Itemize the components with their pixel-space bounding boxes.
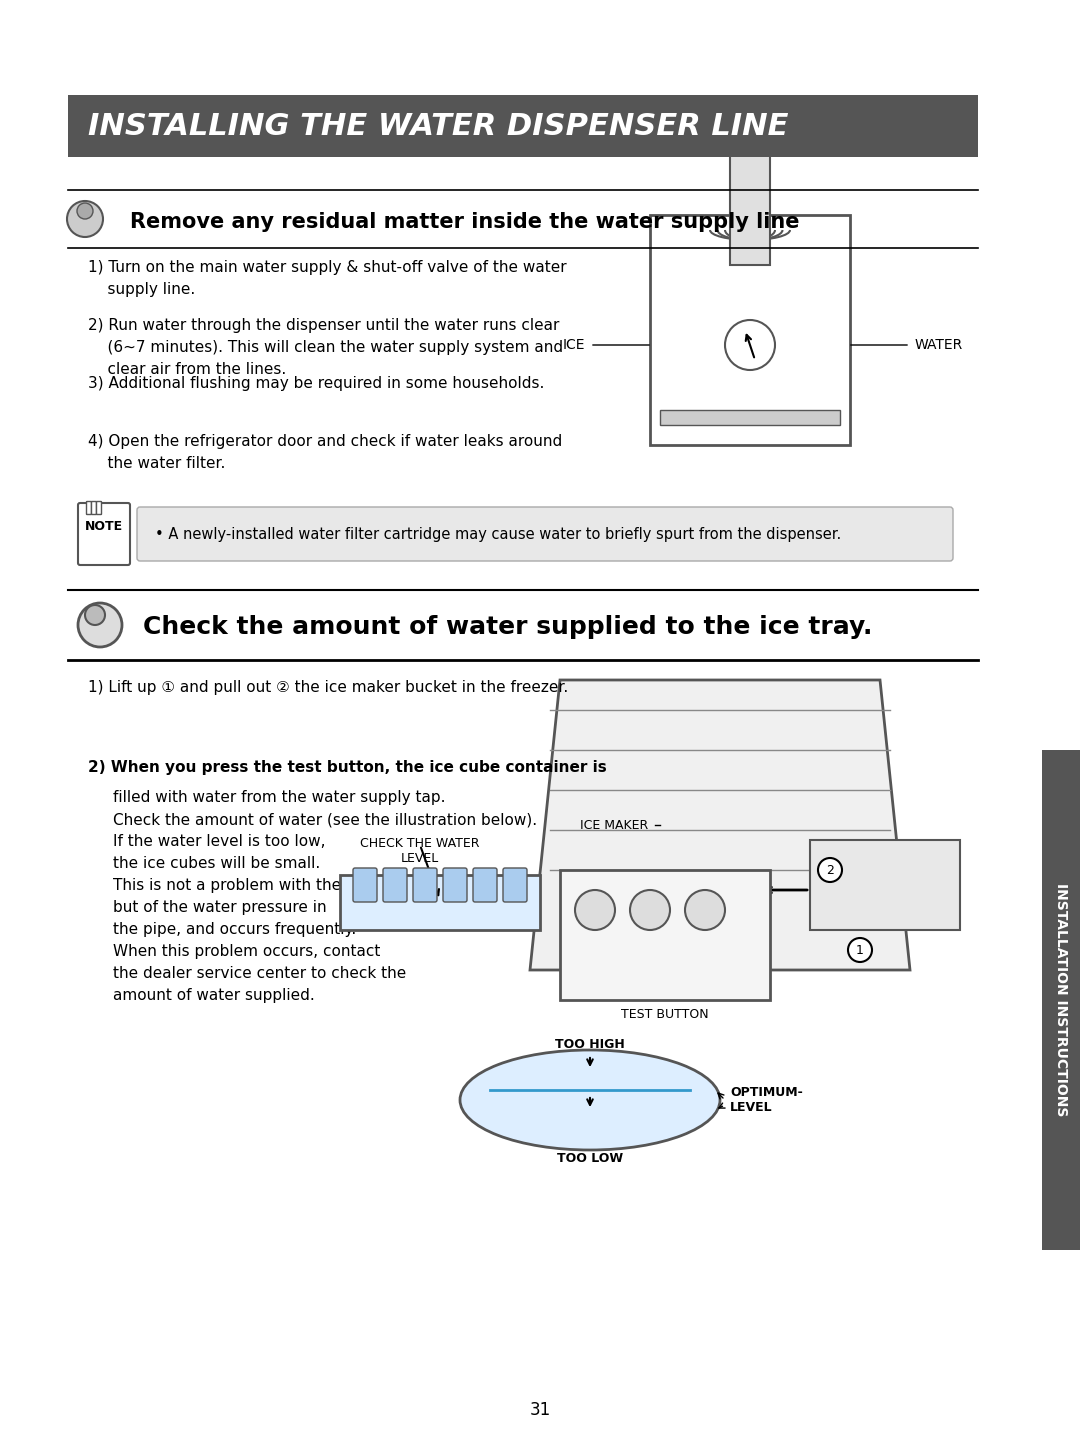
Text: filled with water from the water supply tap.: filled with water from the water supply … xyxy=(113,790,446,805)
Text: INSTALLING THE WATER DISPENSER LINE: INSTALLING THE WATER DISPENSER LINE xyxy=(87,112,788,141)
Text: TOO LOW: TOO LOW xyxy=(557,1151,623,1164)
Text: Remove any residual matter inside the water supply line: Remove any residual matter inside the wa… xyxy=(130,212,799,232)
Text: WATER: WATER xyxy=(915,338,963,352)
Text: ICE: ICE xyxy=(563,338,585,352)
Text: 31: 31 xyxy=(529,1401,551,1420)
Text: 4) Open the refrigerator door and check if water leaks around
    the water filt: 4) Open the refrigerator door and check … xyxy=(87,434,563,471)
FancyBboxPatch shape xyxy=(810,840,960,929)
Circle shape xyxy=(575,890,615,929)
FancyBboxPatch shape xyxy=(730,125,770,265)
Text: • A newly-installed water filter cartridge may cause water to briefly spurt from: • A newly-installed water filter cartrid… xyxy=(156,526,841,541)
Text: 1) Lift up ① and pull out ② the ice maker bucket in the freezer.: 1) Lift up ① and pull out ② the ice make… xyxy=(87,680,568,695)
Text: 2) Run water through the dispenser until the water runs clear
    (6~7 minutes).: 2) Run water through the dispenser until… xyxy=(87,318,563,377)
Text: but of the water pressure in: but of the water pressure in xyxy=(113,900,326,915)
Text: 3) Additional flushing may be required in some households.: 3) Additional flushing may be required i… xyxy=(87,376,544,392)
FancyBboxPatch shape xyxy=(473,869,497,902)
FancyBboxPatch shape xyxy=(503,869,527,902)
Text: TOO HIGH: TOO HIGH xyxy=(555,1038,625,1051)
Circle shape xyxy=(77,203,93,219)
Circle shape xyxy=(818,858,842,882)
Circle shape xyxy=(630,890,670,929)
Circle shape xyxy=(725,320,775,370)
Text: ICE MAKER: ICE MAKER xyxy=(580,818,648,831)
FancyBboxPatch shape xyxy=(413,869,437,902)
Circle shape xyxy=(67,202,103,236)
Text: Check the amount of water (see the illustration below).: Check the amount of water (see the illus… xyxy=(113,812,537,826)
FancyBboxPatch shape xyxy=(383,869,407,902)
Circle shape xyxy=(848,938,872,961)
Text: OPTIMUM-
LEVEL: OPTIMUM- LEVEL xyxy=(730,1086,802,1114)
Text: This is not a problem with the ice maker: This is not a problem with the ice maker xyxy=(113,879,421,893)
FancyBboxPatch shape xyxy=(1042,750,1080,1250)
Text: the dealer service center to check the: the dealer service center to check the xyxy=(113,966,406,982)
Circle shape xyxy=(78,603,122,647)
Text: If the water level is too low,: If the water level is too low, xyxy=(113,834,325,850)
FancyBboxPatch shape xyxy=(92,502,96,515)
Text: Check the amount of water supplied to the ice tray.: Check the amount of water supplied to th… xyxy=(143,615,873,639)
FancyBboxPatch shape xyxy=(340,874,540,929)
Circle shape xyxy=(685,890,725,929)
Ellipse shape xyxy=(460,1050,720,1150)
Text: TEST BUTTON: TEST BUTTON xyxy=(621,1009,708,1021)
Polygon shape xyxy=(530,680,910,970)
Text: 1: 1 xyxy=(856,944,864,957)
Text: amount of water supplied.: amount of water supplied. xyxy=(113,987,314,1003)
Text: When this problem occurs, contact: When this problem occurs, contact xyxy=(113,944,380,958)
Text: NOTE: NOTE xyxy=(85,519,123,532)
FancyBboxPatch shape xyxy=(353,869,377,902)
FancyBboxPatch shape xyxy=(561,870,770,1000)
FancyBboxPatch shape xyxy=(443,869,467,902)
FancyBboxPatch shape xyxy=(650,215,850,445)
FancyBboxPatch shape xyxy=(68,96,978,157)
Text: 2) When you press the test button, the ice cube container is: 2) When you press the test button, the i… xyxy=(87,760,607,774)
FancyBboxPatch shape xyxy=(78,503,130,566)
FancyBboxPatch shape xyxy=(137,507,953,561)
Text: the pipe, and occurs frequently.: the pipe, and occurs frequently. xyxy=(113,922,356,937)
Text: CHECK THE WATER
LEVEL: CHECK THE WATER LEVEL xyxy=(361,837,480,866)
Circle shape xyxy=(85,605,105,625)
Text: 1) Turn on the main water supply & shut-off valve of the water
    supply line.: 1) Turn on the main water supply & shut-… xyxy=(87,260,567,297)
Text: 2: 2 xyxy=(826,864,834,876)
Text: INSTALLATION INSTRUCTIONS: INSTALLATION INSTRUCTIONS xyxy=(1054,883,1068,1116)
FancyBboxPatch shape xyxy=(96,502,102,515)
FancyBboxPatch shape xyxy=(660,410,840,425)
FancyBboxPatch shape xyxy=(86,502,92,515)
Text: the ice cubes will be small.: the ice cubes will be small. xyxy=(113,856,321,871)
